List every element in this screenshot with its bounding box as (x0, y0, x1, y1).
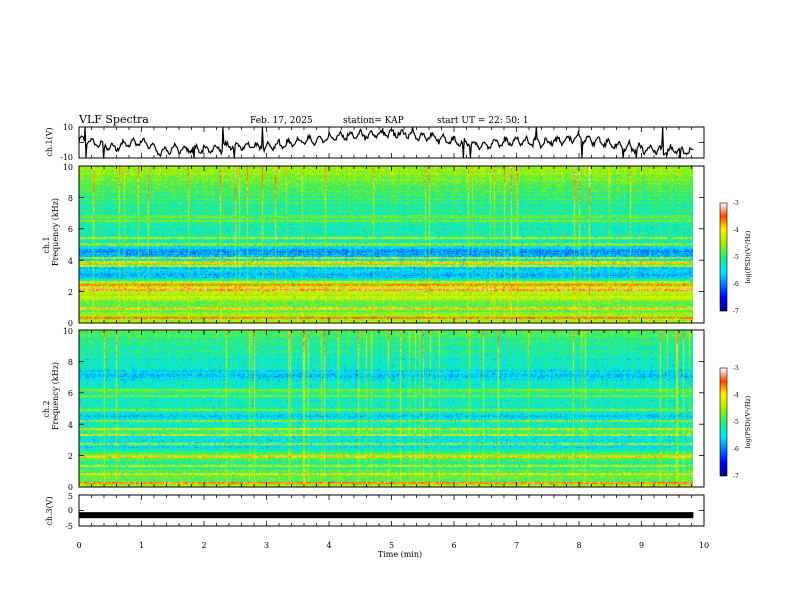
ch2-spectrogram-frame (78, 329, 705, 488)
ch3-ytick-m5: -5 (65, 522, 73, 531)
ch1-colorbar-tick-m6: -6 (733, 281, 739, 288)
ch2-ytick-4: 4 (68, 421, 73, 430)
ch1-ytick-2: 2 (68, 288, 73, 297)
ch1-axis-ticks (78, 127, 705, 158)
ch3-waveform-frame (78, 494, 705, 527)
ch1-colorbar-frame (719, 202, 728, 312)
ch2-colorbar (720, 368, 727, 476)
ch2-ytick-0: 0 (68, 483, 73, 492)
ch2-colorbar-tick-m5: -5 (733, 419, 739, 426)
ch2-ytick-10: 10 (63, 327, 73, 336)
ch3-waveform-trace (79, 512, 694, 519)
ch2-ytick-8: 8 (68, 358, 73, 367)
ch1-colorbar-tick-m3: -3 (733, 200, 739, 207)
xtick-1: 1 (139, 541, 144, 550)
ch2-colorbar-tick-m7: -7 (733, 473, 739, 480)
ch1-colorbar-tick-m5: -5 (733, 254, 739, 261)
xtick-3: 3 (264, 541, 269, 550)
x-axis-label: Time (min) (378, 550, 422, 559)
ch3-waveform-panel: 5 0 -5 ch.3(V) 0 1 2 3 4 5 6 7 8 9 10 Ti… (45, 492, 709, 559)
xtick-7: 7 (514, 541, 519, 550)
ch2-colorbar-tick-m3: -3 (733, 365, 739, 372)
ch2-ytick-2: 2 (68, 452, 73, 461)
ch1-waveform-ylabel: ch.1(V) (45, 127, 54, 156)
ch1-ytick-6: 6 (68, 225, 73, 234)
ch1-spectrogram-panel: 10 8 6 4 2 0 ch.1 Frequency (kHz) -3 -4 … (42, 163, 752, 328)
ch1-colorbar (720, 203, 727, 311)
ch1-waveform-line (78, 126, 694, 159)
plot-title: VLF Spectra (78, 113, 149, 126)
xtick-2: 2 (201, 541, 206, 550)
ch2-colorbar-frame (719, 367, 728, 477)
ch2-spectrogram-panel: 10 8 6 4 2 0 ch.2 Frequency (kHz) -3 -4 … (42, 327, 752, 492)
ch1-ytick-10: 10 (63, 163, 73, 172)
ch3-ytick-5: 5 (68, 492, 73, 501)
ch1-colorbar-tick-m7: -7 (733, 308, 739, 315)
ch2-colorbar-label: log(PSD)(V²/Hz) (744, 395, 752, 448)
xtick-5: 5 (389, 541, 394, 550)
station-label: station= KAP (343, 116, 404, 126)
ch1-frequency-label: Frequency (kHz) (51, 198, 60, 266)
ch1-ytick-4: 4 (68, 257, 73, 266)
xtick-6: 6 (451, 541, 456, 550)
ch1-channel-label: ch.1 (42, 236, 51, 253)
ch1-waveform-frame (78, 126, 705, 159)
ch3-waveform-ylabel: ch.3(V) (45, 496, 54, 525)
ch2-spectrogram-image (79, 330, 693, 487)
xtick-8: 8 (576, 541, 581, 550)
ch2-colorbar-tick-m6: -6 (733, 446, 739, 453)
ch1-colorbar-label: log(PSD)(V²/Hz) (744, 230, 752, 283)
xtick-0: 0 (76, 541, 81, 550)
ch2-frequency-label: Frequency (kHz) (51, 362, 60, 430)
ch2-ytick-6: 6 (68, 389, 73, 398)
ch2-channel-label: ch.2 (42, 400, 51, 417)
ch1-ytick-8: 8 (68, 194, 73, 203)
xtick-9: 9 (639, 541, 644, 550)
ch1-spectrogram-image (79, 166, 693, 323)
ch1-waveform-panel: 10 -10 ch.1(V) (45, 123, 705, 162)
date-label: Feb. 17, 2025 (250, 116, 313, 126)
ch1-ytick-bottom: -10 (60, 153, 73, 162)
ch3-ytick-0: 0 (68, 506, 73, 515)
ch1-spectrogram-frame (78, 165, 705, 324)
xtick-10: 10 (699, 541, 709, 550)
ch1-ytick-0: 0 (68, 319, 73, 328)
start-time-label: start UT = 22: 50: 1 (437, 116, 529, 126)
ch1-ytick-top: 10 (63, 123, 73, 132)
xtick-4: 4 (326, 541, 331, 550)
ch1-colorbar-tick-m4: -4 (733, 227, 739, 234)
ch2-colorbar-tick-m4: -4 (733, 392, 739, 399)
ch3-axis-ticks (78, 495, 705, 526)
